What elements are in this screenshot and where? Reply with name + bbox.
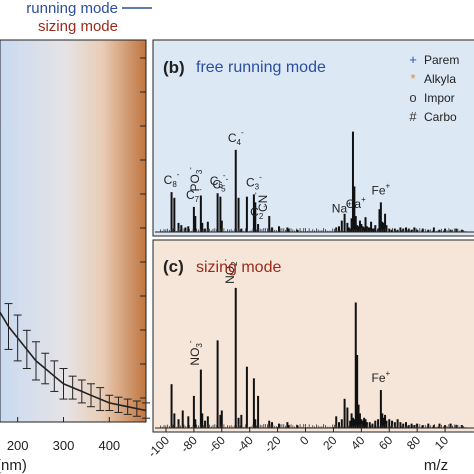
panel-a-x-tick-labels: 200 300 400 [7, 417, 120, 453]
peak-annotation: Na+ [332, 200, 352, 216]
legend-label: Alkyla [424, 72, 456, 86]
peak-annotation: NO3- [186, 340, 204, 365]
x-tick-label: 0 [297, 433, 312, 448]
x-tick-label: -60 [206, 433, 228, 455]
x-tick-label: 80 [404, 433, 424, 453]
x-tick-label: 200 [7, 438, 29, 453]
peak-annotation: CN- [251, 192, 270, 212]
panel-c-x-label: m/z [424, 457, 448, 474]
size-distribution-curve [0, 303, 150, 419]
panel-c-background [153, 240, 474, 432]
panel-b-frame [152, 39, 474, 237]
legend-label: Carbo [424, 110, 457, 124]
peak-annotation: C5- [213, 175, 229, 194]
x-tick-label: -100 [145, 433, 172, 460]
panel-c: NO3- NO2- Fe+ (c) sizing mode -100 -80 -60 -4… [145, 239, 474, 474]
x-tick-label: 300 [53, 438, 75, 453]
legend-symbol: o [409, 90, 416, 105]
peak-annotation: C4- [228, 128, 244, 147]
legend-running-mode: running mode [26, 0, 118, 17]
x-tick-label: -80 [178, 433, 200, 455]
peak-annotation: C6- [210, 171, 226, 190]
peak-annotation: C3- [246, 172, 262, 191]
x-tick-label: 10 [432, 433, 452, 453]
panel-c-label: (c) [163, 257, 184, 276]
legend-symbol: * [410, 71, 415, 86]
peak-annotation: Ca+ [346, 195, 366, 211]
panel-a-y-ticks [140, 57, 146, 399]
panel-c-spectrum [155, 287, 474, 429]
x-tick-label: 400 [98, 438, 120, 453]
x-tick-label: 40 [348, 433, 368, 453]
legend-label: Impor [424, 91, 455, 105]
panel-b-spectrum [155, 131, 474, 233]
panel-b-background [153, 40, 474, 236]
panel-b-annotations: C8- C7-PO3- C6-C5- C4- C3- C2-CN- Na+Ca+ Fe+ [164, 128, 391, 221]
panel-a-background [0, 40, 146, 422]
peak-annotation: Fe+ [372, 181, 391, 197]
panel-a-frame [0, 39, 147, 423]
peak-annotation: C2- [250, 202, 266, 221]
panel-a-x-label: (nm) [0, 457, 27, 474]
peak-annotation: NO2- [221, 258, 239, 283]
panel-a: 200 300 400 (nm) running mode sizing mode [0, 0, 152, 474]
x-tick-label: -20 [262, 433, 284, 455]
peak-annotation: PO3- [186, 167, 204, 192]
legend-sizing-mode: sizing mode [38, 18, 118, 35]
panel-c-frame [152, 239, 474, 433]
panel-a-legend: running mode sizing mode [26, 0, 152, 35]
x-tick-label: -40 [234, 433, 256, 455]
x-tick-label: 60 [376, 433, 396, 453]
panel-c-annotations: NO3- NO2- Fe+ [186, 258, 391, 385]
x-tick-label: 20 [320, 433, 340, 453]
panel-b: C8- C7-PO3- C6-C5- C4- C3- C2-CN- Na+Ca+ Fe+ (b… [152, 39, 474, 237]
peak-annotation: C7- [186, 185, 202, 204]
peak-annotation: C8- [164, 170, 180, 189]
panel-b-title: free running mode [196, 59, 326, 76]
legend-symbol: # [409, 109, 417, 124]
panel-c-title: sizing mode [196, 259, 281, 276]
legend-symbol: + [409, 52, 417, 67]
size-distribution-line [0, 310, 147, 412]
peak-annotation: Fe+ [372, 369, 391, 385]
panel-b-label: (b) [163, 58, 185, 77]
legend-label: Parem [424, 53, 459, 67]
